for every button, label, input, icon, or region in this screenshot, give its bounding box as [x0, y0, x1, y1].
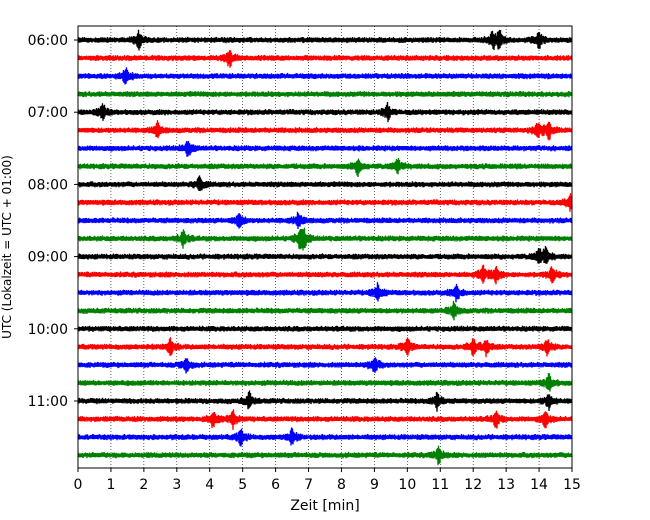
y-axis: 06:00 07:00 08:00 09:00 10:00 11:00: [28, 33, 78, 410]
x-tick-label: 10: [398, 477, 416, 493]
trace-line: [77, 193, 573, 212]
x-axis-label: Zeit [min]: [290, 498, 359, 514]
y-tick-label: 10:00: [28, 322, 68, 338]
trace-line: [77, 175, 573, 192]
x-tick-label: 8: [337, 477, 346, 493]
x-tick-label: 13: [497, 477, 515, 493]
x-tick-label: 11: [431, 477, 449, 493]
trace-line: [77, 29, 573, 51]
trace-line: [77, 245, 573, 264]
trace-line: [77, 50, 573, 68]
trace-line: [77, 120, 573, 141]
y-tick-label: 06:00: [28, 33, 68, 49]
x-tick-label: 4: [205, 477, 214, 493]
trace-line: [77, 140, 573, 157]
x-axis: 0 1 2 3 4 5 6 7 8 9 10 11 12 13 14 15: [74, 468, 581, 493]
trace-line: [77, 427, 573, 447]
trace-line: [77, 90, 573, 98]
x-tick-label: 9: [370, 477, 379, 493]
y-tick-label: 08:00: [28, 177, 68, 193]
plot-frame: [77, 25, 573, 469]
trace-line: [77, 211, 573, 229]
x-tick-label: 6: [271, 477, 280, 493]
x-tick-label: 3: [172, 477, 181, 493]
x-tick-label: 12: [464, 477, 482, 493]
y-tick-label: 11:00: [28, 394, 68, 410]
trace-line: [77, 102, 573, 123]
trace-line: [77, 372, 573, 392]
trace-line: [77, 158, 573, 177]
x-tick-label: 7: [304, 477, 313, 493]
x-tick-label: 5: [238, 477, 247, 493]
trace-line: [77, 445, 573, 466]
trace-line: [77, 300, 573, 321]
trace-line: [77, 67, 573, 85]
x-tick-label: 2: [139, 477, 148, 493]
trace-line: [77, 264, 573, 285]
trace-line: [77, 337, 573, 358]
trace-line: [77, 390, 573, 412]
trace-line: [77, 357, 573, 374]
trace-line: [77, 325, 573, 333]
x-tick-label: 0: [74, 477, 83, 493]
x-tick-label: 14: [530, 477, 548, 493]
trace-group: [77, 29, 573, 466]
x-tick-label: 1: [106, 477, 115, 493]
y-tick-label: 09:00: [28, 250, 68, 266]
y-axis-label: UTC (Lokalzeit = UTC + 01:00): [0, 155, 14, 339]
trace-line: [77, 282, 573, 303]
trace-line: [77, 227, 573, 251]
x-tick-label: 15: [563, 477, 581, 493]
trace-line: [77, 409, 573, 430]
y-tick-label: 07:00: [28, 105, 68, 121]
